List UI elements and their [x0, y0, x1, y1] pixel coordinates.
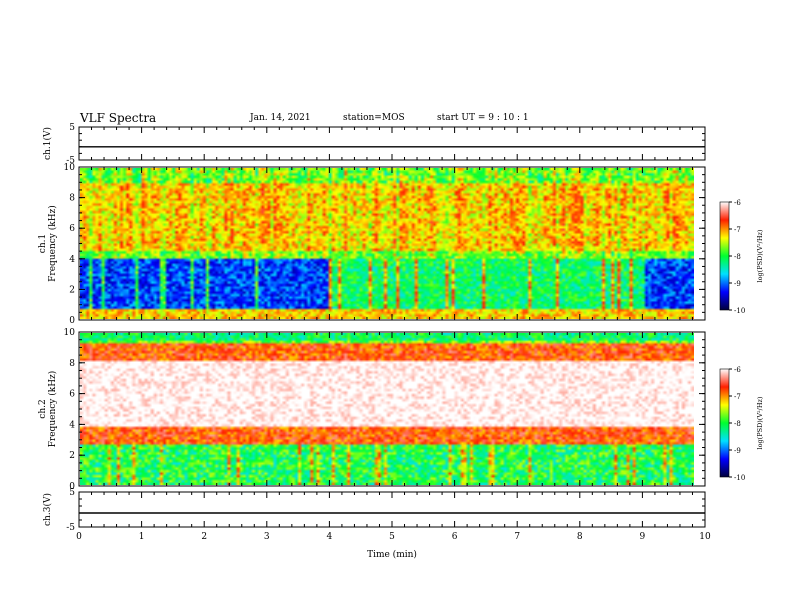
colorbar-label: log(PSD)(V²/Hz) [756, 229, 764, 282]
colorbar-tick-label: -7 [734, 226, 741, 234]
x-axis-label: Time (min) [367, 549, 417, 560]
y-tick-label: 5 [69, 123, 75, 133]
colorbar [719, 368, 730, 478]
colorbar-tick-label: -8 [734, 253, 741, 261]
y-tick-label: 5 [69, 488, 75, 498]
x-tick-label: 5 [389, 532, 395, 542]
colorbar-tick-label: -10 [734, 474, 745, 482]
y-tick-label: 6 [69, 224, 75, 234]
y-axis-label: ch.1 [38, 234, 48, 253]
panel-4: 5 -50 1 2 3 4 5 6 7 8 9 10 ch.3(V) [42, 488, 711, 542]
y-tick-label: 2 [69, 285, 75, 295]
y-tick-label: -5 [66, 523, 75, 533]
colorbar-tick-label: -9 [734, 280, 741, 288]
x-tick-label: 1 [139, 532, 145, 542]
colorbar-tick-label: -6 [734, 199, 741, 207]
y-tick-label: 4 [69, 255, 75, 265]
y-tick-label: 8 [69, 194, 75, 204]
x-tick-label: 8 [577, 532, 583, 542]
y-axis-label: ch.1(V) [42, 127, 53, 160]
x-tick-label: 6 [452, 532, 458, 542]
x-tick-label: 4 [327, 532, 333, 542]
y-tick-label: 0 [69, 482, 75, 492]
panel-1: 5 -5 ch.1(V) [42, 123, 706, 166]
x-tick-label: 9 [640, 532, 646, 542]
y-axis-label: ch.2 [38, 399, 48, 418]
x-tick-label: 3 [264, 532, 270, 542]
y-tick-label: 8 [69, 359, 75, 369]
y-tick-label: 6 [69, 390, 75, 400]
spectrogram-image [80, 333, 694, 485]
chart-title: VLF Spectra [80, 111, 157, 125]
colorbar-tick-label: -7 [734, 393, 741, 401]
y-axis-label: ch.3(V) [42, 493, 53, 526]
y-tick-label: 0 [69, 316, 75, 326]
colorbar [719, 201, 730, 311]
colorbar-label: log(PSD)(V²/Hz) [756, 396, 764, 449]
station-label: station=MOS [343, 113, 405, 123]
spectrogram-panel-1: 0 2 4 6 8 10 ch.1 Frequency (kHz) -6 -7 -8 -9 -10 log… [38, 163, 764, 326]
y-tick-label: 2 [69, 451, 75, 461]
date-label: Jan. 14, 2021 [250, 113, 311, 123]
x-tick-label: 2 [201, 532, 207, 542]
x-tick-label: 0 [76, 532, 82, 542]
x-tick-label: 7 [514, 532, 520, 542]
spectrogram-panel-2: 0 2 4 6 8 10 ch.2 Frequency (kHz) -6 -7 -8 -9 -10 log… [38, 328, 764, 492]
y-axis-label: Frequency (kHz) [47, 371, 58, 448]
y-tick-label: 10 [64, 328, 76, 338]
start-time-label: start UT = 9 : 10 : 1 [437, 113, 529, 123]
x-tick-label: 10 [699, 532, 711, 542]
colorbar-tick-label: -10 [734, 307, 745, 315]
y-axis-label: Frequency (kHz) [47, 205, 58, 282]
colorbar-tick-label: -6 [734, 366, 741, 374]
y-tick-label: 4 [69, 420, 75, 430]
spectrogram-image [80, 168, 694, 319]
colorbar-tick-label: -9 [734, 447, 741, 455]
y-tick-label: 10 [64, 163, 76, 173]
colorbar-tick-label: -8 [734, 420, 741, 428]
y-tick-label: -5 [66, 156, 75, 166]
